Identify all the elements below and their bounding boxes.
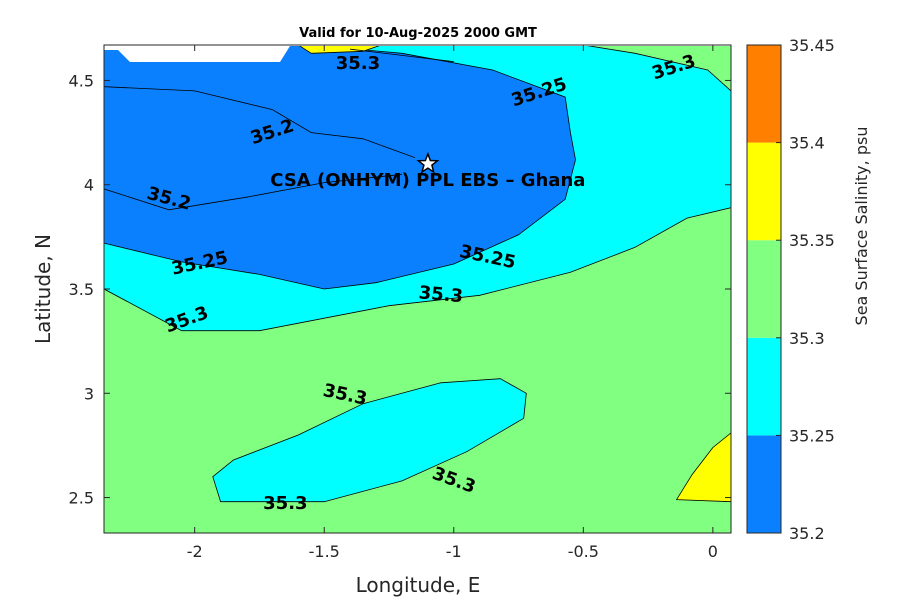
region-blue-core bbox=[104, 45, 576, 290]
site-star-icon bbox=[416, 151, 440, 174]
colorbar-frame bbox=[746, 44, 782, 534]
x-axis-label: Longitude, E bbox=[356, 573, 481, 597]
contour-line bbox=[104, 173, 403, 211]
colorbar-tick-label: 35.45 bbox=[789, 36, 835, 55]
chart-title: Valid for 10-Aug-2025 2000 GMT bbox=[299, 26, 537, 41]
colorbar-tick-label: 35.4 bbox=[789, 134, 825, 153]
contour-line bbox=[104, 86, 416, 158]
site-label: CSA (ONHYM) PPL EBS – Ghana bbox=[270, 170, 585, 191]
x-tick-label: 0 bbox=[708, 542, 718, 561]
colorbar-swatch bbox=[747, 240, 781, 338]
site-marker-group: CSA (ONHYM) PPL EBS – Ghana bbox=[270, 151, 585, 191]
y-tick-label: 4 bbox=[84, 176, 94, 195]
y-tick-label: 3 bbox=[84, 384, 94, 403]
y-tick-label: 3.5 bbox=[69, 280, 94, 299]
x-tick-label: -2 bbox=[187, 542, 203, 561]
colorbar-swatch bbox=[747, 45, 781, 143]
colorbar-swatch bbox=[747, 435, 781, 533]
x-tick-label: -1.5 bbox=[309, 542, 340, 561]
colorbar bbox=[747, 45, 781, 533]
y-tick-label: 2.5 bbox=[69, 489, 94, 508]
contour-line bbox=[350, 48, 454, 63]
region-cyan-south bbox=[212, 378, 527, 503]
y-axis-label: Latitude, N bbox=[31, 234, 55, 344]
colorbar-tick-label: 35.2 bbox=[789, 524, 825, 543]
colorbar-tick-label: 35.3 bbox=[789, 329, 825, 348]
colorbar-swatch bbox=[747, 337, 781, 436]
y-tick-label: 4.5 bbox=[69, 71, 94, 90]
colorbar-tick-label: 35.25 bbox=[789, 426, 835, 445]
contour-label: 35.3 bbox=[336, 53, 380, 74]
colorbar-label: Sea Surface Salinity, psu bbox=[852, 127, 871, 326]
x-axis-ticks: -2 -1.5 -1 -0.5 0 bbox=[187, 45, 718, 561]
contour-label: 35.3 bbox=[418, 282, 464, 307]
region-yellow-top bbox=[297, 45, 382, 54]
land-mask bbox=[104, 45, 731, 62]
x-tick-label: -1 bbox=[446, 542, 462, 561]
colorbar-swatch bbox=[747, 142, 781, 241]
contour-label: 35.3 bbox=[263, 493, 307, 514]
salinity-regions bbox=[104, 45, 731, 503]
x-tick-label: -0.5 bbox=[568, 542, 599, 561]
contour-lines bbox=[104, 48, 454, 211]
colorbar-ticks: 35.2 35.25 35.3 35.35 35.4 35.45 bbox=[776, 36, 835, 543]
region-yellow-se bbox=[675, 432, 731, 503]
y-axis-ticks: 2.5 3 3.5 4 4.5 bbox=[69, 71, 731, 508]
colorbar-tick-label: 35.35 bbox=[789, 231, 835, 250]
